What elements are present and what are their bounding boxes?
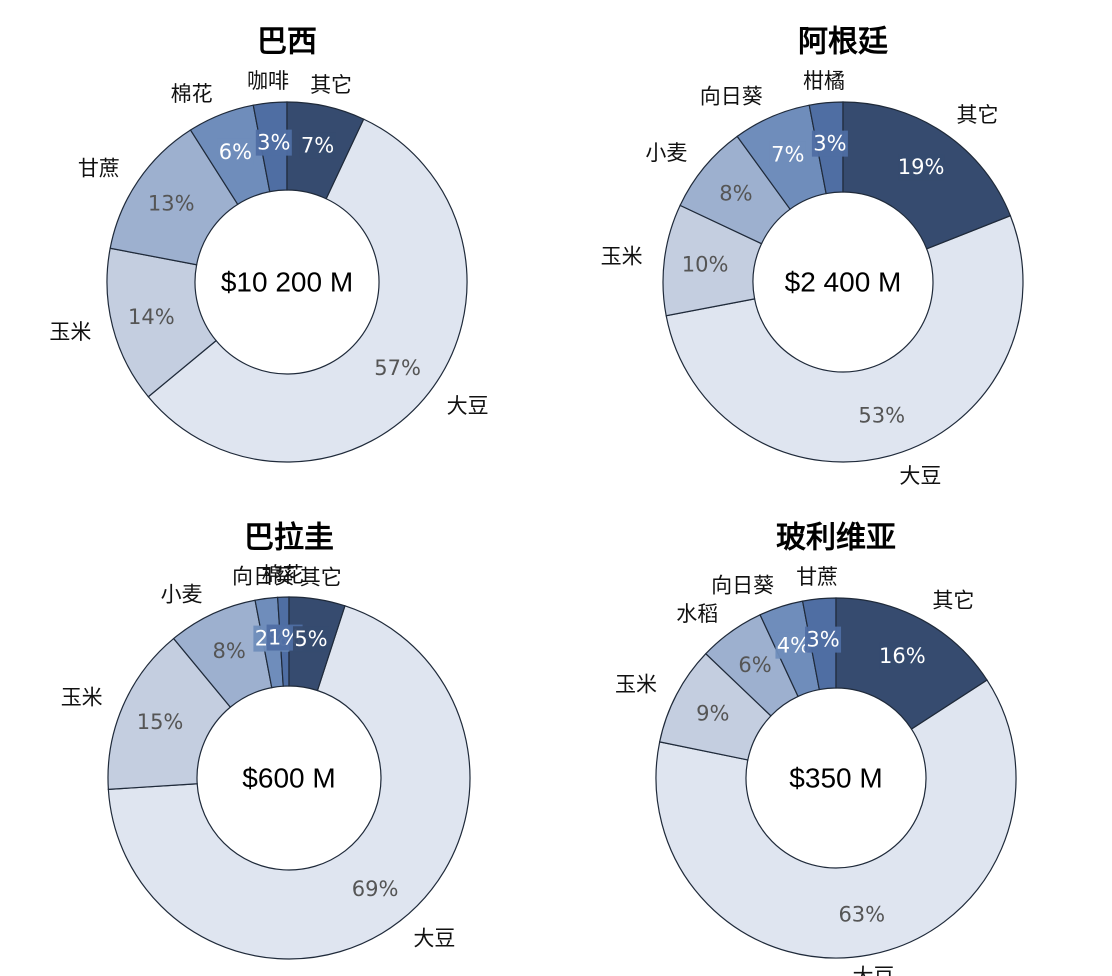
category-label: 玉米 bbox=[49, 320, 91, 344]
donut-slice bbox=[655, 679, 1017, 959]
percent-label: 9% bbox=[696, 702, 729, 726]
percent-label: 57% bbox=[374, 356, 421, 380]
category-label: 棉花 bbox=[262, 563, 304, 587]
percent-chip bbox=[898, 154, 945, 181]
percent-label: 3% bbox=[257, 131, 290, 155]
percent-chip bbox=[811, 130, 848, 157]
donut-slice bbox=[147, 118, 468, 463]
percent-chip bbox=[255, 129, 292, 156]
chart-title: 玻利维亚 bbox=[776, 521, 896, 556]
donut-slice bbox=[665, 214, 1024, 463]
percent-label: 15% bbox=[137, 710, 184, 734]
percent-label: 8% bbox=[213, 639, 246, 663]
category-label: 其它 bbox=[310, 73, 352, 97]
percent-label: 5% bbox=[294, 627, 327, 651]
chart-title: 巴拉圭 bbox=[244, 521, 334, 556]
category-label: 小麦 bbox=[645, 141, 687, 165]
percent-label: 10% bbox=[682, 253, 729, 277]
donut-chart: 玻利维亚 $350 M 63% 大豆 9% 玉米 6% 水稻 4% 向日葵 3% 甘蔗 16% 其它 bbox=[615, 521, 1017, 976]
category-label: 其它 bbox=[300, 565, 342, 589]
percent-label: 7% bbox=[771, 142, 804, 166]
category-label: 甘蔗 bbox=[78, 156, 120, 180]
category-label: 水稻 bbox=[676, 602, 718, 626]
category-label: 向日葵 bbox=[700, 85, 763, 109]
percent-label: 6% bbox=[219, 140, 252, 164]
category-label: 大豆 bbox=[899, 464, 941, 488]
chart-title: 巴西 bbox=[257, 25, 317, 60]
category-label: 大豆 bbox=[413, 926, 455, 950]
category-label: 小麦 bbox=[161, 582, 203, 606]
percent-chip bbox=[299, 132, 336, 159]
percent-chip bbox=[769, 141, 806, 168]
category-label: 玉米 bbox=[61, 685, 103, 709]
donut-chart: 巴西 $10 200 M 57% 大豆 14% 玉米 13% 甘蔗 6% 棉花 3% 咖啡 7% 其它 bbox=[49, 25, 489, 463]
percent-label: 4% bbox=[777, 634, 810, 658]
percent-label: 14% bbox=[128, 305, 175, 329]
center-total-label: $600 M bbox=[242, 763, 335, 794]
center-total-label: $350 M bbox=[789, 763, 882, 794]
percent-label: 3% bbox=[813, 132, 846, 156]
category-label: 向日葵 bbox=[711, 574, 774, 598]
category-label: 其它 bbox=[932, 589, 974, 613]
donut-slice bbox=[107, 605, 471, 960]
chart-title: 阿根廷 bbox=[798, 25, 888, 60]
percent-label: 13% bbox=[148, 191, 195, 215]
category-label: 棉花 bbox=[171, 82, 213, 106]
center-total-label: $2 400 M bbox=[785, 267, 902, 298]
percent-label: 53% bbox=[858, 403, 905, 427]
percent-label: 69% bbox=[352, 877, 399, 901]
category-label: 玉米 bbox=[615, 672, 657, 696]
percent-label: 63% bbox=[838, 903, 885, 927]
percent-chip bbox=[217, 138, 254, 165]
category-label: 玉米 bbox=[601, 245, 643, 269]
category-label: 向日葵 bbox=[232, 565, 295, 589]
donut-chart: 阿根廷 $2 400 M 53% 大豆 10% 玉米 8% 小麦 7% 向日葵 3% 柑橘 19% 其它 bbox=[601, 25, 1024, 488]
category-label: 其它 bbox=[957, 103, 999, 127]
donut-slice bbox=[107, 637, 232, 791]
category-label: 大豆 bbox=[447, 394, 489, 418]
percent-chip bbox=[292, 626, 329, 653]
category-label: 柑橘 bbox=[803, 69, 845, 93]
percent-label: 6% bbox=[738, 653, 771, 677]
category-label: 大豆 bbox=[852, 964, 894, 976]
percent-label: 16% bbox=[879, 644, 926, 668]
category-label: 咖啡 bbox=[247, 69, 289, 93]
percent-label: 19% bbox=[898, 155, 945, 179]
category-label: 甘蔗 bbox=[796, 565, 838, 589]
percent-label: 8% bbox=[719, 181, 752, 205]
percent-label: 7% bbox=[301, 133, 334, 157]
percent-chip bbox=[805, 626, 842, 653]
center-total-label: $10 200 M bbox=[221, 267, 353, 298]
percent-chip bbox=[879, 642, 926, 669]
percent-label: 3% bbox=[806, 628, 839, 652]
